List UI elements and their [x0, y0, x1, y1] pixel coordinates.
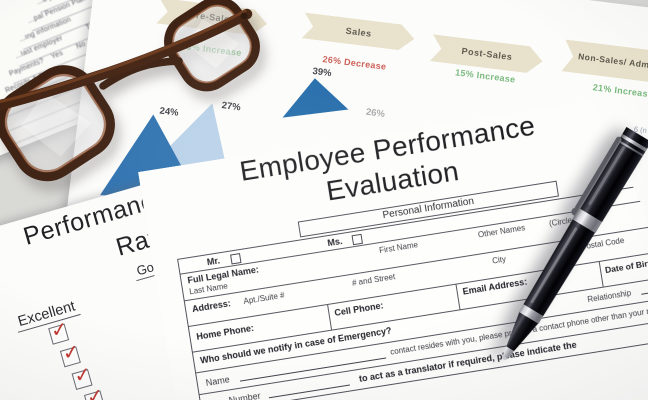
street-label: # and Street: [351, 272, 396, 288]
postal-code-label: Postal Code: [580, 235, 625, 252]
red-checkmark-icon: ✓: [85, 383, 105, 400]
rating-column-excellent: Excellent: [13, 297, 81, 333]
apt-suite-label: Apt./Suite #: [242, 290, 286, 307]
chart-margin-note: (n: [634, 144, 643, 155]
chart-margin-note: 6 (n: [633, 124, 648, 136]
home-phone-label: Home Phone:: [195, 322, 255, 342]
relationship-label: Relationship: [586, 288, 632, 305]
stage-arrow-sales: Sales: [302, 12, 416, 51]
note-pre-sales-increase: 15% Increase: [180, 40, 243, 59]
number-label: Number: [228, 390, 262, 400]
cell-divider: [327, 305, 332, 330]
circle-name-label: (Circle Name): [548, 211, 599, 229]
peak-label-27: 27%: [221, 100, 242, 114]
peak-label-26: 26%: [365, 106, 386, 120]
red-checkmark-icon: ✓: [60, 338, 81, 366]
stage-arrow-pre-sales: Pre-Sales: [156, 0, 268, 37]
peak-label-24: 24%: [158, 105, 180, 119]
city-label: City: [491, 254, 507, 266]
other-names-label: Other Names: [477, 223, 526, 240]
peak-label-39: 39%: [311, 65, 333, 80]
stage-arrow-non-sales-admin: Non-Sales/ Admin: [561, 39, 648, 84]
cell-phone-label: Cell Phone:: [333, 300, 385, 318]
chart-triangle-dark-right: [279, 72, 355, 130]
name-label: Name: [205, 374, 231, 388]
cell-divider: [599, 262, 604, 287]
red-checkmark-icon: ✓: [49, 316, 70, 343]
ms-checkbox: [352, 234, 363, 245]
rating-checkbox-checked: ✓: [83, 383, 105, 400]
address-label: Address:: [191, 298, 232, 315]
mr-checkbox: [230, 253, 241, 264]
first-name-label: First Name: [378, 240, 419, 256]
ms-label: Ms.: [326, 235, 344, 249]
mr-label: Mr.: [206, 255, 221, 268]
cell-divider: [456, 285, 461, 310]
note-non-sales-increase: 21% Increase: [592, 82, 648, 100]
